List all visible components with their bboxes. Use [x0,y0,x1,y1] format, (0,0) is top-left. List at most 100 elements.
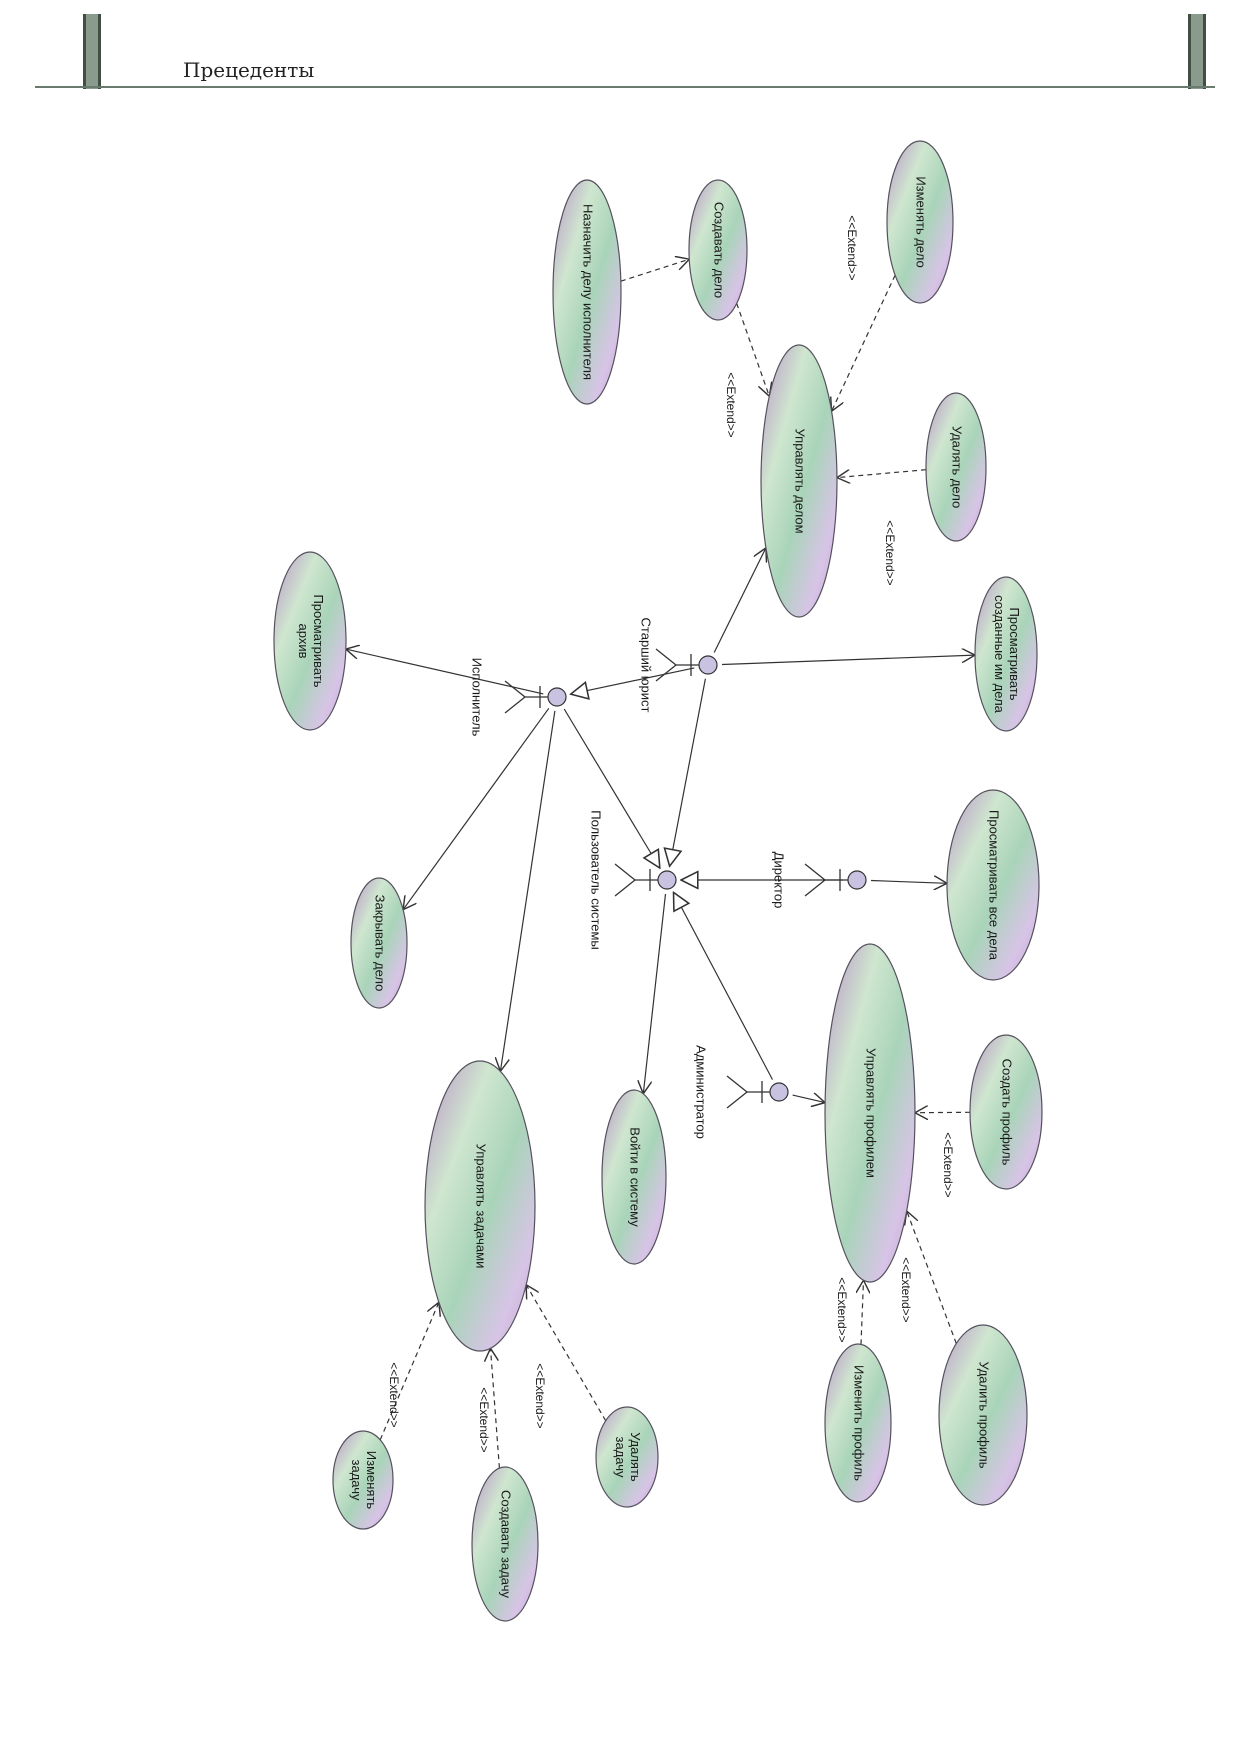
usecase-label: Создавать задачу [499,1490,514,1598]
relation-association-director-view_all [870,881,947,884]
relation-association-executor-manage_tasks [500,710,556,1072]
usecase-ellipse [424,1060,536,1352]
usecase-ellipse [925,392,987,542]
actor-executor: Исполнитель [470,658,567,737]
actor-label: Администратор [694,1045,709,1139]
actor-label: Старший юрист [639,618,654,713]
actor-legs [504,680,527,714]
usecase-manage_profile: Управлять профилем [824,943,916,1283]
usecase-ellipse [946,789,1040,981]
usecase-ellipse [273,551,347,731]
usecase-ellipse [350,877,408,1009]
actor-legs [726,1075,749,1109]
actor-legs [614,863,637,897]
usecase-create_profile: Создать профиль [969,1034,1043,1190]
usecase-close_case: Закрывать дело [350,877,408,1009]
usecase-ellipse [974,576,1038,732]
usecase-label: задачу [613,1437,628,1478]
actor-admin: Администратор [694,1045,789,1139]
actor-head [769,1082,789,1102]
actor-head [547,687,567,707]
actor-senior: Старший юрист [639,618,718,713]
usecase-label: Изменить профиль [852,1365,867,1481]
usecase-ellipse [824,943,916,1283]
relation-generalization-senior-executor [571,667,695,694]
relation-association-executor-archive [346,649,544,695]
extend-label: <<Extend>> [477,1387,491,1452]
usecase-create_case: Создавать дело [688,179,748,321]
header-rule [35,86,1215,88]
extend-label: <<Extend>> [941,1132,955,1197]
usecase-label: Просматривать [311,594,326,687]
usecase-label: Управлять задачами [474,1144,489,1269]
extend-label: <<Extend>> [899,1257,913,1322]
actor-legs [804,863,827,897]
relation-extend-delete_case-manage_case [837,469,927,478]
relation-extend-create_case-manage_case [736,303,770,396]
usecase-label: Создавать дело [712,202,727,298]
actor-user: Пользователь системы [589,810,677,950]
usecase-label: Изменять дело [914,176,929,267]
usecase-ellipse [824,1343,892,1503]
usecase-create_task: Создавать задачу [471,1466,539,1622]
relation-extend-edit_task-manage_tasks [379,1302,439,1441]
actor-head [657,870,677,890]
usecase-manage_case: Управлять делом [760,344,838,618]
relation-generalization-admin-user [674,892,774,1080]
usecase-label: Просматривать [1007,607,1022,700]
relation-extend-edit_profile-manage_profile [861,1280,864,1345]
usecase-label: Изменять [364,1451,379,1510]
usecase-label: Удалять дело [950,426,965,508]
usecase-manage_tasks: Управлять задачами [424,1060,536,1352]
relation-association-admin-manage_profile [792,1095,826,1103]
usecase-ellipse [688,179,748,321]
usecase-edit_profile: Изменить профиль [824,1343,892,1503]
usecase-label: задачу [349,1460,364,1501]
usecase-edit_case: Изменять дело [886,140,954,304]
actor-head [698,655,718,675]
usecase-ellipse [332,1430,394,1530]
extend-label: <<Extend>> [387,1362,401,1427]
usecase-label: созданные им дела [992,595,1007,714]
usecase-label: Создать профиль [1000,1059,1015,1166]
usecase-ellipse [552,179,622,405]
extend-label: <<Extend>> [845,215,859,280]
usecase-ellipse [595,1406,659,1508]
actor-label: Директор [772,852,787,909]
usecase-ellipse [760,344,838,618]
actor-director: Директор [772,852,867,909]
relation-extend-delete_profile-manage_profile [907,1211,957,1344]
usecase-label: Просматривать все дела [987,810,1002,961]
usecase-label: Удалить профиль [977,1361,992,1468]
relation-association-executor-close_case [403,707,550,909]
usecase-login: Войти в систему [601,1089,667,1265]
usecase-label: Управлять профилем [864,1048,879,1178]
relation-generalization-senior-user [670,678,706,866]
relation-association-senior-view_created [721,655,975,666]
relation-generalization-executor-user [563,708,660,868]
usecase-delete_case: Удалять дело [925,392,987,542]
usecase-ellipse [938,1324,1028,1506]
usecase-assign: Назначить делу исполнителя [552,179,622,405]
relation-association-user-login [643,893,667,1094]
actor-legs [655,648,678,682]
relation-dependency-assign-create_case [620,259,690,282]
relation-association-senior-manage_case [713,548,766,653]
usecase-delete_profile: Удалить профиль [938,1324,1028,1506]
usecase-label: Управлять делом [793,428,808,533]
relation-extend-create_task-manage_tasks [491,1348,500,1469]
usecase-ellipse [601,1089,667,1265]
usecase-label: Войти в систему [628,1127,643,1227]
extend-label: <<Extend>> [883,520,897,585]
header-left-bar [83,14,101,89]
usecase-ellipse [471,1466,539,1622]
usecase-label: архив [296,624,311,659]
page-title: Прецеденты [183,58,315,82]
extend-label: <<Extend>> [724,372,738,437]
